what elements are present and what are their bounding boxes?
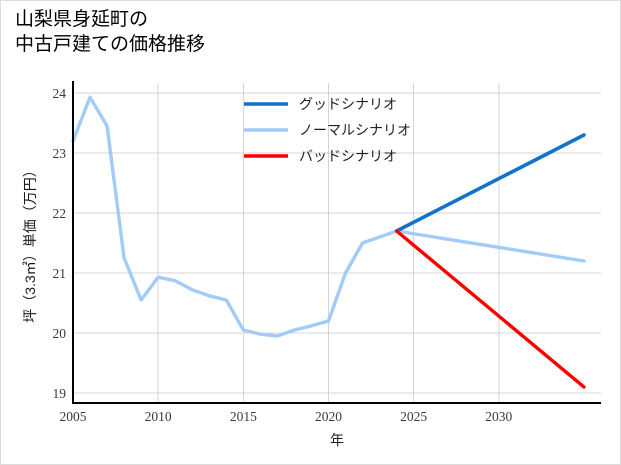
x-tick-label: 2005: [60, 409, 87, 424]
y-tick-label: 21: [53, 266, 67, 281]
series-line-バッドシナリオ: [394, 229, 586, 389]
series-line-グッドシナリオ: [394, 133, 586, 233]
legend-label-good: グッドシナリオ: [299, 97, 397, 113]
y-tick-label: 22: [53, 206, 67, 221]
x-tick-label: 2010: [145, 409, 172, 424]
legend-label-normal: ノーマルシナリオ: [299, 124, 411, 139]
x-tick-label: 2025: [400, 409, 427, 424]
y-tick-label: 23: [53, 146, 67, 161]
y-tick-label: 19: [53, 386, 67, 401]
x-tick-label: 2020: [315, 409, 342, 424]
x-tick-label: 2015: [230, 409, 257, 424]
x-axis-title: 年: [330, 432, 344, 448]
legend-label-bad: バッドシナリオ: [299, 150, 397, 165]
y-axis-title: 坪（3.3㎡）単価（万円）: [22, 163, 38, 322]
y-tick-label: 24: [53, 86, 67, 101]
y-tick-label: 20: [53, 326, 67, 341]
x-tick-label: 2030: [485, 409, 512, 424]
series-line-ノーマルシナリオ: [71, 95, 586, 338]
page-title: 山梨県身延町の 中古戸建ての価格推移: [15, 9, 206, 56]
